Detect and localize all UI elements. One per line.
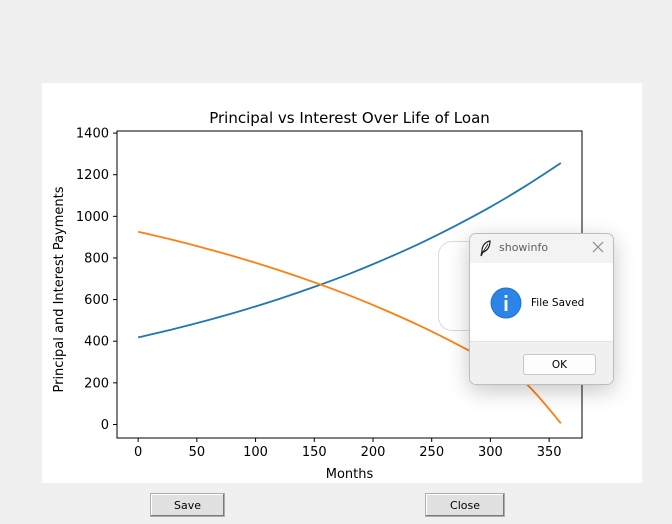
- dialog-title: showinfo: [499, 241, 549, 254]
- line-chart: Principal vs Interest Over Life of Loan 0…: [52, 109, 583, 482]
- dialog-message: File Saved: [531, 297, 585, 309]
- dialog-footer: OK: [470, 341, 613, 384]
- dialog-titlebar[interactable]: showinfo: [470, 234, 613, 263]
- x-axis-label: Months: [326, 467, 374, 482]
- y-tick-label: 1200: [76, 168, 109, 183]
- chart-title: Principal vs Interest Over Life of Loan: [209, 109, 490, 127]
- y-tick-label: 800: [84, 251, 109, 266]
- series-line-0: [137, 162, 562, 339]
- y-tick-label: 400: [84, 335, 109, 350]
- feather-icon: [480, 240, 491, 257]
- y-tick-label: 200: [84, 376, 109, 391]
- y-axis-label: Principal and Interest Payments: [52, 186, 67, 392]
- x-tick-label: 0: [134, 445, 142, 460]
- y-tick-label: 0: [101, 418, 109, 433]
- x-tick-label: 250: [419, 445, 444, 460]
- message-dialog: showinfo File Saved OK: [469, 233, 614, 385]
- x-tick-label: 200: [361, 445, 386, 460]
- x-tick-label: 50: [189, 445, 206, 460]
- x-tick-label: 300: [478, 445, 503, 460]
- info-icon: [490, 287, 522, 319]
- y-tick-label: 1000: [76, 210, 109, 225]
- y-tick-label: 600: [84, 293, 109, 308]
- x-tick-label: 100: [243, 445, 268, 460]
- x-tick-label: 350: [537, 445, 562, 460]
- save-button[interactable]: Save: [150, 493, 225, 517]
- y-tick-label: 1400: [76, 127, 109, 142]
- ok-button[interactable]: OK: [523, 354, 596, 375]
- close-icon[interactable]: [590, 238, 606, 256]
- close-button[interactable]: Close: [425, 493, 505, 517]
- dialog-body: File Saved: [470, 263, 613, 341]
- x-tick-label: 150: [302, 445, 327, 460]
